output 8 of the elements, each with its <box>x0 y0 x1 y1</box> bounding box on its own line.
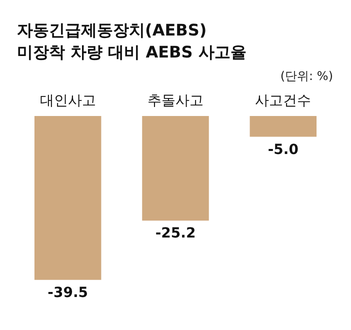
data-label: -5.0 <box>268 142 299 158</box>
chart-title: 자동긴급제동장치(AEBS) 미장착 차량 대비 AEBS 사고율 <box>17 20 246 62</box>
data-label: -39.5 <box>48 284 88 301</box>
x-tick-label: 사고건수 <box>255 93 312 109</box>
text: (단위: %) <box>280 69 333 83</box>
x-tick-label: 추돌사고 <box>148 93 204 109</box>
data-label: -25.2 <box>155 226 196 242</box>
x-tick-label: 대인사고 <box>40 93 96 109</box>
